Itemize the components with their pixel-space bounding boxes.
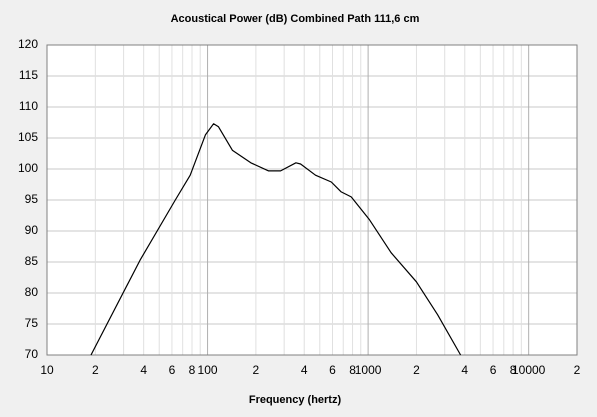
x-tick-label: 8 [189, 363, 196, 377]
y-tick-label: 80 [25, 285, 39, 299]
y-tick-label: 120 [18, 37, 38, 51]
x-tick-label: 4 [301, 363, 308, 377]
x-tick-label: 4 [140, 363, 147, 377]
x-axis-label: Frequency (hertz) [249, 394, 342, 406]
x-tick-label: 2 [253, 363, 260, 377]
y-tick-label: 70 [25, 347, 39, 361]
y-tick-label: 95 [25, 192, 39, 206]
x-tick-label: 10000 [512, 363, 546, 377]
x-tick-label: 100 [198, 363, 218, 377]
x-tick-label: 6 [490, 363, 497, 377]
x-tick-label: 6 [329, 363, 336, 377]
x-tick-label: 1000 [355, 363, 382, 377]
line [90, 123, 462, 356]
x-tick-label: 8 [349, 363, 356, 377]
x-tick-label: 8 [510, 363, 517, 377]
y-tick-label: 105 [18, 130, 38, 144]
y-tick-label: 100 [18, 161, 38, 175]
x-tick-label: 2 [413, 363, 420, 377]
x-tick-label: 2 [574, 363, 581, 377]
chart-title: Acoustical Power (dB) Combined Path 111,… [171, 13, 420, 25]
y-tick-label: 75 [25, 316, 39, 330]
y-tick-label: 110 [19, 99, 38, 113]
x-tick-label: 2 [92, 363, 99, 377]
x-tick-label: 10 [40, 363, 54, 377]
y-tick-label: 85 [25, 254, 39, 268]
x-tick-label: 6 [169, 363, 176, 377]
y-tick-label: 115 [19, 68, 38, 82]
x-tick-label: 4 [461, 363, 468, 377]
plot-border [46, 44, 578, 356]
y-tick-label: 90 [25, 223, 39, 237]
